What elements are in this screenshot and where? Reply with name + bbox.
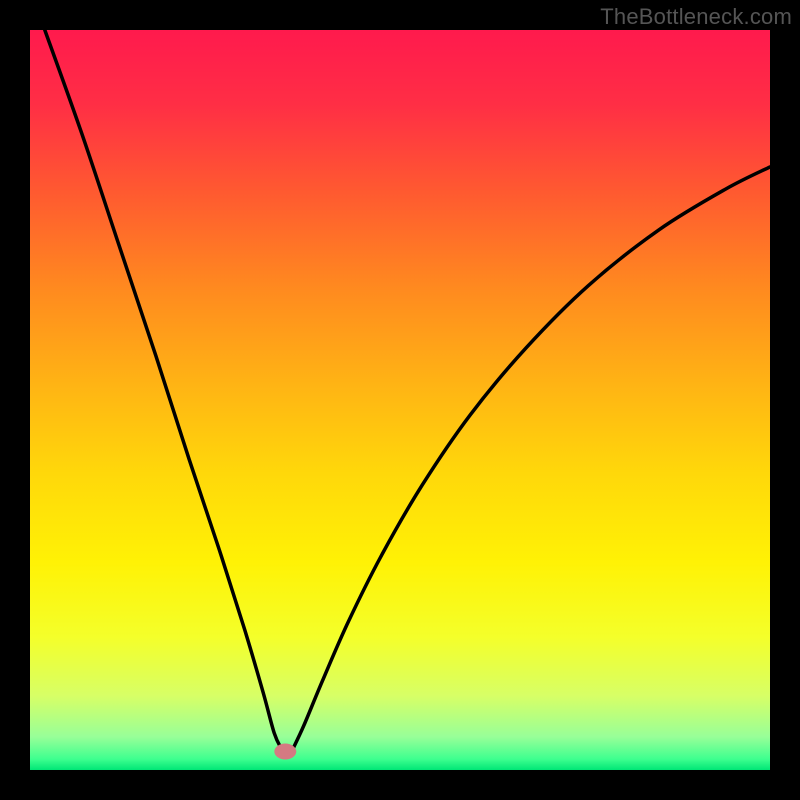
watermark-text: TheBottleneck.com xyxy=(600,4,792,30)
chart-svg xyxy=(0,0,800,800)
chart-plot-area xyxy=(30,30,770,770)
valley-marker xyxy=(274,744,296,760)
bottleneck-chart: TheBottleneck.com xyxy=(0,0,800,800)
